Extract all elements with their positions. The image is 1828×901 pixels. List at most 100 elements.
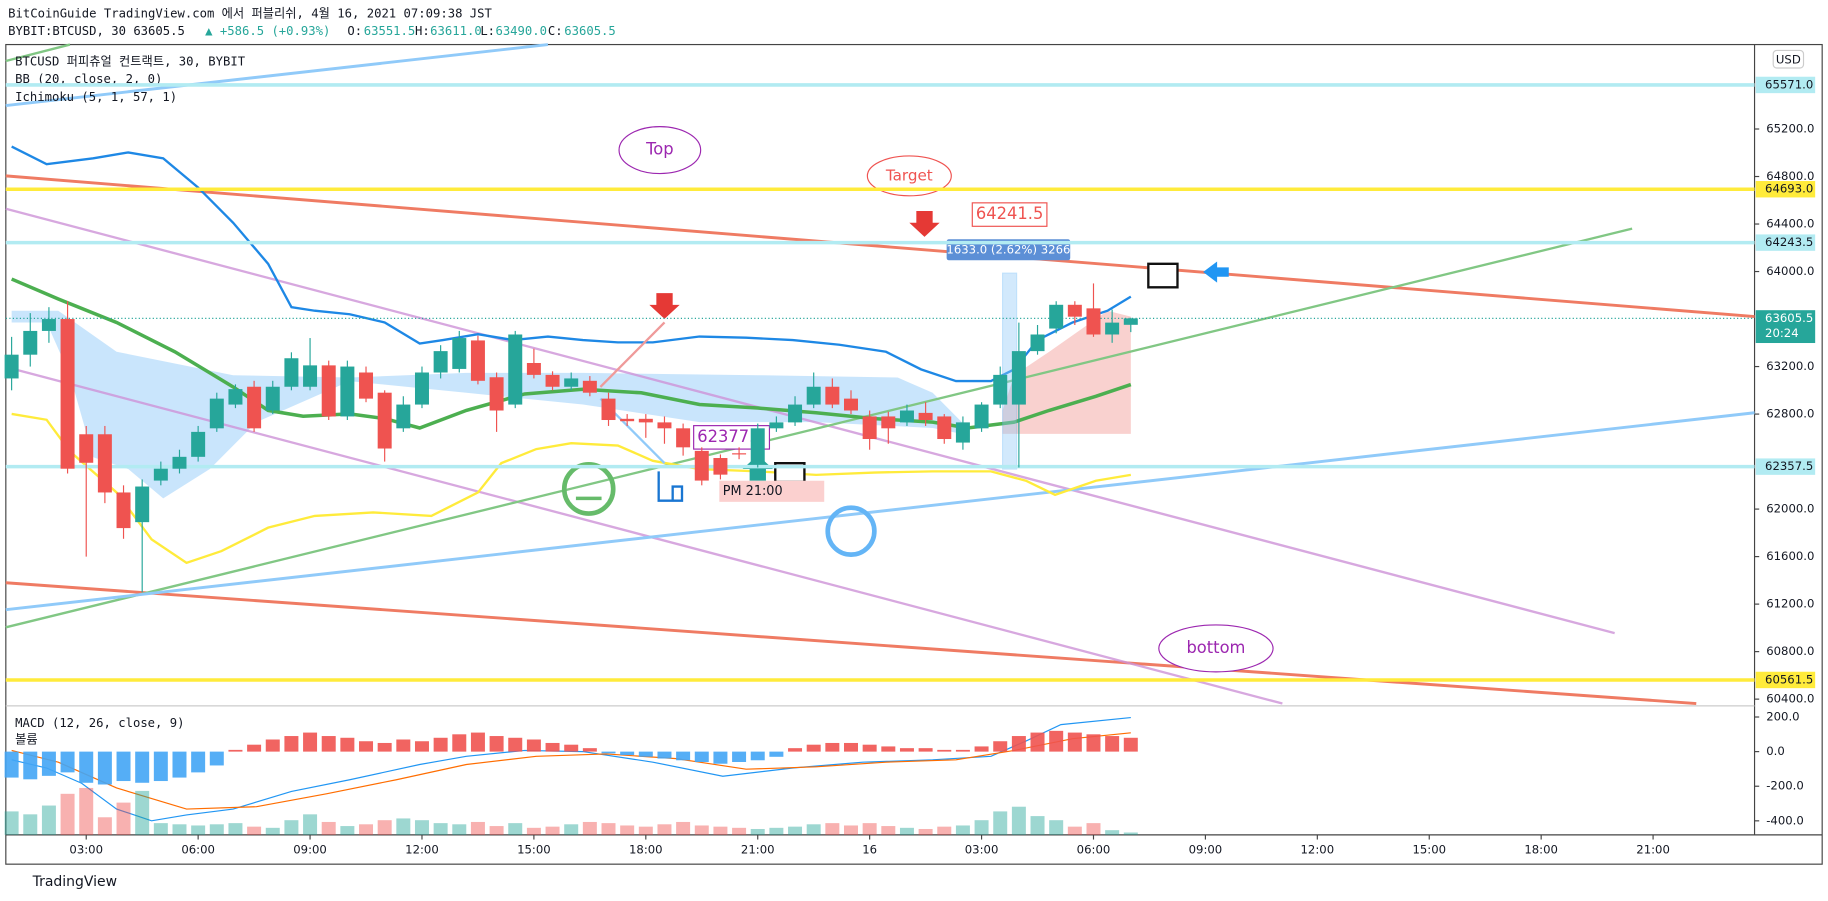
countdown: 20:24: [1765, 326, 1799, 340]
macd-bar: [23, 751, 38, 780]
x-tick-label: 03:00: [69, 843, 103, 857]
y-tick-label: -200.0: [1766, 779, 1804, 793]
macd-bar: [4, 751, 19, 778]
candle-body: [899, 410, 914, 423]
candle-body: [582, 380, 597, 393]
macd-bar: [97, 751, 112, 785]
candle-body: [116, 492, 131, 529]
macd-bar: [172, 751, 187, 778]
candle-body: [564, 378, 579, 387]
macd-bar: [359, 741, 374, 752]
macd-bar: [452, 734, 467, 752]
candle-body: [396, 404, 411, 429]
volume-bar: [694, 825, 709, 835]
volume-bar: [60, 793, 75, 835]
macd-bar: [321, 736, 336, 752]
macd-bar: [340, 737, 355, 752]
volume-bar: [191, 825, 206, 835]
macd-bar: [844, 742, 858, 752]
candle-body: [844, 398, 858, 411]
y-tick-label: 63200.0: [1766, 359, 1814, 373]
label-box: [719, 480, 825, 502]
y-tick-label: 61200.0: [1766, 597, 1814, 611]
price-tag-label: 60561.5: [1765, 672, 1813, 686]
callout: [1158, 624, 1274, 673]
price-tag-label: 64693.0: [1765, 182, 1813, 196]
y-tick-label: 64800.0: [1766, 169, 1814, 183]
time-note: PM 21:00: [723, 484, 783, 499]
macd-bar: [508, 737, 523, 752]
volume-bar: [321, 821, 336, 835]
volume-bar: [284, 820, 299, 835]
candle-body: [526, 362, 541, 375]
candle-body: [284, 358, 299, 387]
macd-bar: [676, 751, 691, 761]
currency: USD: [1776, 52, 1801, 66]
y-tick-label: 64400.0: [1766, 217, 1814, 231]
macd-bar: [937, 749, 952, 752]
legend-symbol: BTCUSD 퍼피츄얼 컨트랙트, 30, BYBIT: [15, 55, 246, 69]
trend-line: [5, 581, 1697, 705]
bb-lower: [11, 412, 1132, 565]
candle-body: [414, 372, 429, 405]
volume-bar: [470, 821, 485, 835]
price-tag-label: 62357.5: [1765, 459, 1813, 473]
price-tag: [1755, 234, 1816, 251]
macd-bar: [79, 751, 94, 783]
candle-body: [676, 428, 691, 448]
candle-body: [806, 386, 821, 405]
volume-bar: [769, 827, 784, 835]
y-tick-label: 60800.0: [1766, 644, 1814, 658]
candle-body: [937, 416, 952, 440]
volume-bar: [4, 811, 19, 835]
candle-body: [1105, 322, 1120, 335]
macd-bar: [881, 746, 896, 752]
macd-bar: [955, 749, 970, 752]
candle-body: [41, 319, 56, 331]
macd-bar: [732, 751, 747, 762]
candle-body: [452, 338, 467, 369]
candle-body: [209, 398, 224, 429]
macd-bar: [153, 751, 168, 782]
label-box: [971, 202, 1048, 227]
candle-body: [955, 422, 970, 443]
legend-bb: BB (20, close, 2, 0): [15, 72, 162, 86]
close: 63605.5: [564, 24, 616, 38]
price-tag-label: 64243.5: [1765, 235, 1813, 249]
candle-body: [993, 374, 1008, 405]
callout: [618, 126, 702, 175]
volume-bar: [247, 826, 262, 835]
trend-line: [5, 207, 1615, 635]
candle-body: [918, 412, 933, 421]
measure-text: 1633.0 (2.62%) 3266: [946, 242, 1070, 256]
macd-bar: [433, 737, 448, 752]
symbol: BYBIT:BTCUSD, 30 63605.5: [8, 24, 185, 38]
x-tick-label: 09:00: [293, 843, 327, 857]
volume-bar: [676, 821, 691, 835]
high: 63611.0: [430, 24, 482, 38]
ichimoku-cloud: [1002, 310, 1131, 434]
candle-body: [1086, 308, 1101, 335]
x-tick-label: 06:00: [1077, 843, 1111, 857]
callout-target: Target: [885, 166, 933, 184]
macd-bar: [564, 744, 579, 752]
macd-bar: [750, 751, 765, 761]
trend-line: [5, 227, 1633, 629]
price-tag: [1755, 76, 1816, 94]
volume-bar: [489, 826, 504, 835]
macd-bar: [228, 749, 243, 752]
candle-body: [60, 319, 75, 469]
candle-body: [377, 392, 392, 449]
volume-bar: [79, 787, 94, 835]
label-box: [693, 425, 771, 450]
y-tick-label: 61600.0: [1766, 549, 1814, 563]
candle-body: [694, 450, 709, 481]
macd-bar: [1049, 730, 1064, 752]
high-label: H:: [415, 24, 430, 38]
candle-body: [1030, 334, 1045, 352]
x-tick-label: 21:00: [1636, 843, 1670, 857]
candle-body: [508, 334, 523, 405]
macd-bar: [1123, 737, 1138, 752]
volume-bar: [1123, 832, 1138, 835]
open: 63551.5: [364, 24, 416, 38]
